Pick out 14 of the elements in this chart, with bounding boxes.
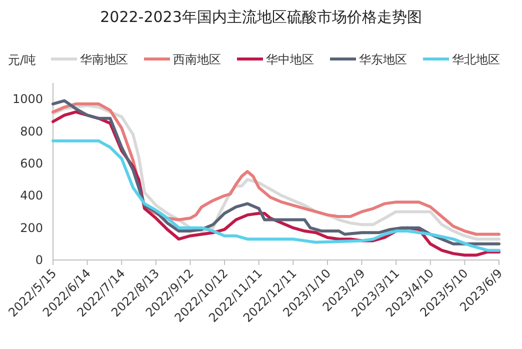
- y-tick-label: 800: [20, 124, 43, 138]
- legend-label: 华北地区: [452, 52, 500, 66]
- y-tick-label: 200: [20, 220, 43, 235]
- line-series: [52, 139, 500, 252]
- y-tick-label: 400: [20, 188, 43, 203]
- y-axis-title: 元/吨: [8, 53, 36, 67]
- legend-label: 华东地区: [359, 52, 407, 66]
- y-tick-label: 600: [20, 156, 43, 170]
- legend-label: 华中地区: [266, 52, 314, 66]
- chart-title: 2022-2023年国内主流地区硫酸市场价格走势图: [100, 8, 422, 26]
- legend-label: 西南地区: [173, 52, 221, 66]
- y-tick-label: 1000: [12, 92, 43, 106]
- y-tick-label: 0: [35, 253, 43, 267]
- legend-label: 华南地区: [80, 52, 128, 66]
